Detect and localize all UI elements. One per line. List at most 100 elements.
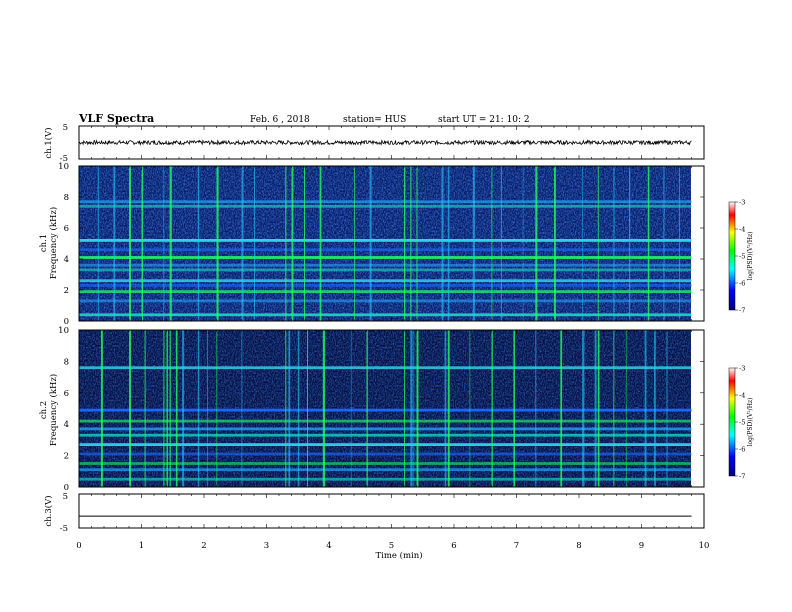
colorbar-tick-label: -3	[739, 199, 745, 207]
ch2-impulse	[594, 330, 597, 487]
ch2-colorbar-label: log(PSD)(V²/Hz)	[747, 398, 754, 447]
ch2-band	[79, 427, 692, 431]
ch1-band	[79, 279, 692, 283]
ch2-impulse	[307, 330, 308, 487]
ch2-spectro-noise	[79, 330, 691, 487]
ch2-spectro-ylabel-1: ch.2	[39, 401, 49, 419]
ch2-impulse	[288, 330, 291, 487]
ch1-impulse	[304, 166, 305, 321]
ch2-impulse	[491, 330, 493, 487]
ch2-impulse	[654, 330, 656, 487]
ch1-impulse	[197, 166, 200, 321]
ch2-impulse	[169, 330, 171, 487]
x-tick-label: 0	[76, 541, 81, 551]
y-tick-label: 2	[64, 286, 69, 296]
y-tick-label: 4	[64, 420, 69, 430]
ch1-impulse	[216, 166, 219, 321]
ch1-impulse	[416, 166, 418, 321]
ch2-band	[79, 477, 692, 481]
ch1-impulse	[319, 166, 322, 321]
ch2-impulse	[469, 330, 471, 487]
x-axis-label: Time (min)	[375, 550, 422, 561]
ch2-impulse	[197, 330, 200, 487]
ch2-colorbar	[728, 367, 736, 477]
ch1-impulse	[441, 166, 444, 321]
ch1-ytick-top: 5	[63, 123, 68, 133]
ch1-impulse	[613, 166, 615, 321]
ch3-wave-ylabel: ch.3(V)	[43, 495, 54, 526]
colorbar-tick-label: -3	[739, 365, 745, 373]
ch1-wave-ylabel: ch.1(V)	[43, 127, 54, 158]
x-tick-label: 5	[389, 541, 394, 551]
x-tick-label: 2	[201, 541, 206, 551]
ch2-impulse	[413, 330, 415, 487]
y-tick-label: 0	[64, 317, 69, 327]
ch2-band	[79, 419, 692, 423]
ch2-impulse	[404, 330, 405, 487]
y-tick-label: 0	[64, 483, 69, 493]
ch2-impulse	[513, 330, 515, 487]
ch2-impulse	[597, 330, 600, 487]
y-tick-label: 8	[64, 357, 69, 367]
ch2-impulse	[447, 330, 450, 487]
ch1-band	[79, 284, 692, 287]
x-tick-label: 7	[514, 541, 519, 551]
ch2-band	[79, 408, 692, 412]
ch1-impulse	[522, 166, 524, 321]
ch2-impulse	[625, 330, 627, 487]
ch1-impulse	[169, 166, 172, 321]
ch2-impulse	[644, 330, 647, 487]
ch2-impulse	[410, 330, 413, 487]
ch1-band	[79, 299, 692, 303]
ch2-impulse	[144, 330, 146, 487]
ch1-impulse	[629, 166, 631, 321]
ch1-impulse	[647, 166, 650, 321]
ch1-impulse	[113, 166, 116, 321]
ch1-impulse	[291, 166, 294, 321]
ch1-impulse	[679, 166, 680, 321]
colorbar-tick-label: -4	[739, 392, 745, 400]
ch1-band	[79, 248, 692, 252]
x-tick-label: 9	[639, 541, 644, 551]
ch2-impulse	[613, 330, 615, 487]
ch1-impulse	[597, 166, 599, 321]
ch1-impulse	[663, 166, 665, 321]
date-label: Feb. 6 , 2018	[250, 115, 310, 125]
ch1-colorbar	[728, 201, 736, 311]
ch1-impulse	[141, 166, 144, 321]
ch1-impulse	[285, 166, 287, 321]
ch2-band	[79, 443, 692, 446]
station-label: station= HUS	[343, 115, 406, 125]
ch1-band	[79, 290, 692, 293]
x-tick-label: 3	[264, 541, 269, 551]
ch2-impulse	[350, 330, 352, 487]
ch1-spectro-noise	[79, 166, 691, 321]
y-tick-label: 10	[58, 162, 69, 172]
ch1-impulse	[472, 166, 475, 321]
ch1-band	[79, 263, 692, 267]
ch2-impulse	[163, 330, 165, 487]
ch2-impulse	[560, 330, 563, 487]
ch1-impulse	[535, 166, 538, 321]
y-tick-label: 2	[64, 452, 69, 462]
ch2-impulse	[100, 330, 103, 487]
ch1-impulse	[129, 166, 131, 321]
y-tick-label: 8	[64, 193, 69, 203]
ch2-impulse	[535, 330, 537, 487]
ch2-impulse	[297, 330, 300, 487]
ch2-impulse	[216, 330, 218, 487]
ch2-impulse	[416, 330, 419, 487]
ch1-impulse	[163, 166, 165, 321]
ch1-band	[79, 256, 692, 259]
y-tick-label: 6	[64, 389, 69, 399]
ch1-impulse	[410, 166, 412, 321]
ch1-band	[79, 313, 692, 317]
tick-mark-group: 0 1 2 3 4 5 6 7 8 9 1002468100246810-3-4-5-6-7-3-4…	[58, 126, 745, 551]
ch2-impulse-group	[100, 330, 668, 487]
ch1-ytick-bottom: -5	[60, 154, 68, 164]
x-tick-label: 8	[576, 541, 581, 551]
ch1-impulse	[369, 166, 372, 321]
colorbar-tick-label: -6	[739, 446, 745, 454]
ch1-impulse	[500, 166, 502, 321]
